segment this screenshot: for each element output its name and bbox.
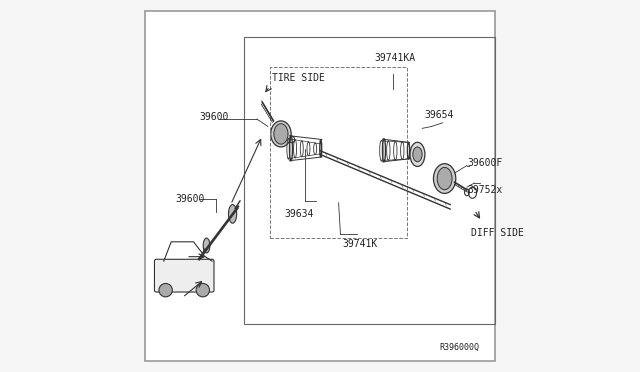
Ellipse shape [274,124,288,144]
Text: 39752x: 39752x [467,186,502,195]
Text: R396000Q: R396000Q [439,343,479,352]
Bar [270,67,408,238]
Ellipse shape [228,205,237,223]
FancyBboxPatch shape [154,259,214,292]
Text: 39654: 39654 [424,110,454,120]
Ellipse shape [437,167,452,190]
Text: TIRE SIDE: TIRE SIDE [271,73,324,83]
Text: 39634: 39634 [285,209,314,219]
Ellipse shape [410,142,425,167]
Ellipse shape [413,147,422,162]
Ellipse shape [433,164,456,193]
FancyBboxPatch shape [145,11,495,361]
Text: 39741K: 39741K [342,239,378,248]
Text: 39600: 39600 [175,194,204,204]
Ellipse shape [203,238,210,253]
Text: 39600: 39600 [199,112,228,122]
Text: 39600F: 39600F [467,158,502,167]
Ellipse shape [271,121,291,147]
Text: 39741KA: 39741KA [374,53,415,62]
Circle shape [159,283,172,297]
Bar [244,37,495,324]
Circle shape [196,283,209,297]
Text: DIFF SIDE: DIFF SIDE [470,228,524,237]
